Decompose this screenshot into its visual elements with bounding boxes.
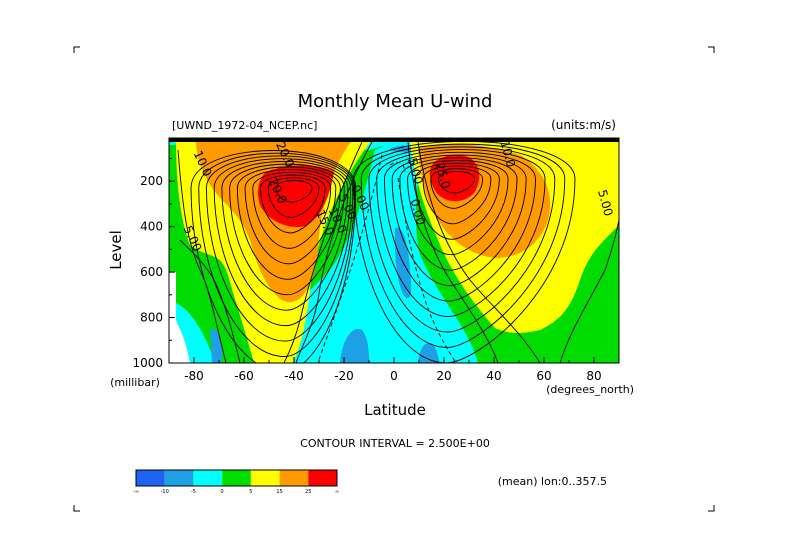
contour-label: 25.0 (433, 161, 453, 190)
colorbar-label: 25 (305, 489, 311, 495)
negative-contour-3 (389, 161, 406, 173)
colorbar-swatch (193, 470, 223, 486)
plot-area (169, 138, 619, 363)
cyan-region-tropics (258, 143, 478, 363)
x-axis: -80 -60 -40 -20 0 20 40 60 80 (168, 357, 620, 383)
x-tick-label: -20 (334, 369, 354, 383)
contour-ring (213, 158, 352, 327)
colorbar-swatch (250, 470, 280, 486)
chart-title: Monthly Mean U-wind (298, 91, 493, 112)
y-tick-label: 600 (140, 265, 163, 279)
contour-lines (177, 140, 619, 363)
x-tick-label: 60 (536, 369, 551, 383)
y-axis-title: Level (107, 230, 125, 270)
crop-mark-bottom-right (708, 505, 715, 512)
contour-ring (236, 166, 341, 280)
colorbar-swatch (279, 470, 309, 486)
contour-ring (383, 151, 536, 302)
x-tick-label: 20 (436, 369, 451, 383)
y-tick-label: 1000 (132, 356, 163, 370)
contour-ring (252, 171, 332, 249)
contour-label: 0.00 (408, 197, 428, 226)
y-axis-unit: (millibar) (110, 376, 160, 389)
crop-mark-top-right (708, 46, 715, 53)
contour-ring (368, 146, 556, 333)
blue-region-4 (210, 328, 222, 363)
x-tick-label: 0 (390, 369, 398, 383)
contour-label: 5.00 (595, 188, 615, 217)
negative-contours (317, 154, 457, 363)
x-tick-label: -40 (284, 369, 304, 383)
contour-ring (260, 174, 326, 234)
contour-ring (198, 152, 356, 357)
blue-region-3 (418, 342, 440, 363)
contour-line (295, 141, 373, 363)
colorbar-label: 0 (221, 489, 224, 495)
negative-contour-2 (397, 177, 457, 363)
blue-region-2 (340, 329, 370, 363)
contour-line (417, 141, 541, 363)
contour-ring (360, 143, 566, 348)
contour-ring (190, 150, 357, 363)
red-region-south-jet (258, 165, 334, 228)
footer-text: (mean) lon:0..357.5 (498, 475, 607, 488)
contour-ring (407, 160, 509, 256)
contour-ring (244, 169, 337, 265)
contour-ring (275, 180, 313, 203)
contour-ring (376, 149, 546, 317)
chart-subtitle-units: (units:m/s) (551, 118, 616, 132)
contour-line (407, 141, 499, 363)
contour-ring (221, 161, 349, 311)
x-tick-label: 80 (586, 369, 601, 383)
contour-label: 10.0 (498, 139, 518, 168)
colorbar-label: 5 (249, 489, 252, 495)
colorbar-label: -∞ (133, 489, 139, 495)
contour-line (177, 149, 227, 363)
contour-ring (206, 155, 354, 342)
contour-label: 5.00 (405, 156, 425, 185)
colorbar-swatch (164, 470, 194, 486)
crop-mark-top-left (73, 46, 80, 53)
x-tick-label: 40 (486, 369, 501, 383)
colorbar: -∞ -10 -5 0 5 15 25 ∞ (133, 469, 339, 495)
contour-ring (438, 170, 475, 194)
crop-mark-bottom-left (73, 505, 80, 512)
y-tick-label: 800 (140, 311, 163, 325)
contour-ring (399, 157, 518, 271)
colorbar-swatch (308, 470, 337, 486)
x-tick-label: -80 (184, 369, 204, 383)
colorbar-swatch (136, 470, 165, 486)
contour-ring (391, 154, 527, 287)
colorbar-label: ∞ (335, 489, 339, 495)
contour-interval-text: CONTOUR INTERVAL = 2.500E+00 (300, 437, 490, 450)
contour-line (283, 141, 363, 363)
colorbar-label: -10 (161, 489, 169, 495)
contour-ring (414, 162, 500, 240)
missing-data-patch (169, 272, 190, 363)
negative-contour-1 (317, 154, 383, 363)
x-axis-title: Latitude (364, 401, 426, 419)
y-axis: 200 400 600 800 1000 (132, 157, 175, 370)
x-tick-label: -60 (234, 369, 254, 383)
contour-ring (267, 177, 320, 218)
colorbar-label: -5 (191, 489, 196, 495)
contour-line (179, 239, 241, 363)
crop-marks (73, 46, 715, 512)
y-tick-label: 400 (140, 220, 163, 234)
colorbar-border (135, 469, 338, 487)
colorbar-swatch (222, 470, 251, 486)
x-axis-unit: (degrees_north) (546, 383, 634, 396)
contour-ring (422, 165, 492, 225)
y-tick-label: 200 (140, 174, 163, 188)
chart-subtitle-file: [UWND_1972-04_NCEP.nc] (172, 119, 317, 132)
contour-ring (430, 168, 484, 209)
contour-line (559, 219, 619, 363)
colorbar-label: 15 (276, 489, 282, 495)
